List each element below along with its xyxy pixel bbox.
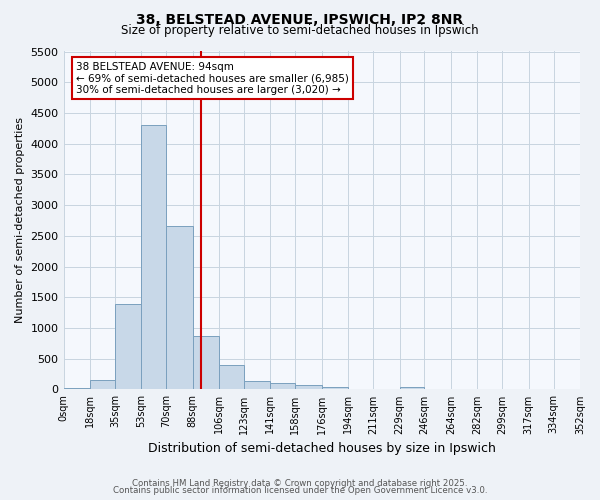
Bar — [166, 226, 193, 390]
Bar — [244, 380, 271, 390]
Bar — [115, 304, 142, 390]
Text: Contains HM Land Registry data © Crown copyright and database right 2025.: Contains HM Land Registry data © Crown c… — [132, 478, 468, 488]
Text: 38, BELSTEAD AVENUE, IPSWICH, IP2 8NR: 38, BELSTEAD AVENUE, IPSWICH, IP2 8NR — [136, 12, 464, 26]
Bar — [348, 388, 373, 390]
Bar — [373, 388, 400, 390]
Bar — [400, 387, 424, 390]
Bar — [64, 388, 90, 390]
X-axis label: Distribution of semi-detached houses by size in Ipswich: Distribution of semi-detached houses by … — [148, 442, 496, 455]
Bar — [142, 124, 166, 390]
Text: Size of property relative to semi-detached houses in Ipswich: Size of property relative to semi-detach… — [121, 24, 479, 37]
Bar — [219, 366, 244, 390]
Bar — [322, 387, 348, 390]
Bar — [90, 380, 115, 390]
Bar — [295, 386, 322, 390]
Text: 38 BELSTEAD AVENUE: 94sqm
← 69% of semi-detached houses are smaller (6,985)
30% : 38 BELSTEAD AVENUE: 94sqm ← 69% of semi-… — [76, 62, 349, 95]
Text: Contains public sector information licensed under the Open Government Licence v3: Contains public sector information licen… — [113, 486, 487, 495]
Bar — [271, 384, 295, 390]
Bar — [193, 336, 219, 390]
Y-axis label: Number of semi-detached properties: Number of semi-detached properties — [15, 118, 25, 324]
